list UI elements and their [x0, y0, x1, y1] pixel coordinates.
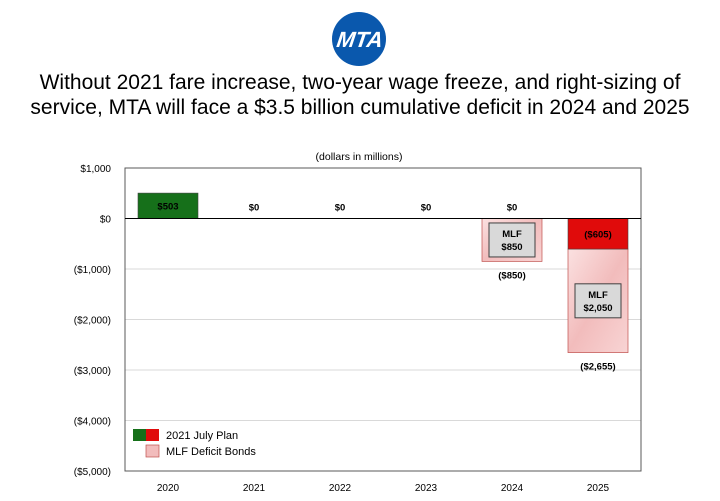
bars — [137, 192, 629, 353]
logo-text: MTA — [335, 27, 384, 52]
chart-title-line-1: Without 2021 fare increase, two-year wag… — [39, 71, 681, 94]
y-tick-label: ($3,000) — [74, 366, 111, 377]
data-labels: $503 $0 $0 $0 MLF $850 $0 ($850) MLF $2,050 ($605)… — [157, 201, 615, 372]
x-tick-label: 2022 — [329, 483, 352, 494]
logo-circle — [332, 12, 386, 66]
legend-label-plan: 2021 July Plan — [166, 430, 238, 442]
x-tick-label: 2020 — [157, 483, 180, 494]
plan-bar-label: $0 — [249, 203, 260, 214]
legend-label-bonds: MLF Deficit Bonds — [166, 446, 256, 458]
plan-bar — [137, 192, 199, 219]
legend: 2021 July Plan MLF Deficit Bonds — [133, 429, 256, 458]
mlf-bond-label: MLF — [588, 290, 608, 301]
y-tick-label: ($4,000) — [74, 417, 111, 428]
y-tick-label: ($5,000) — [74, 467, 111, 478]
y-tick-label: $1,000 — [80, 164, 111, 175]
gridlines — [125, 167, 641, 472]
chart-title: Without 2021 fare increase, two-year wag… — [0, 70, 720, 120]
mlf-bond-label-box — [488, 222, 536, 258]
mlf-bond-label: MLF — [502, 229, 522, 240]
mlf-bond-label-box — [574, 283, 622, 319]
x-tick-label: 2023 — [415, 483, 438, 494]
mlf-bond-value-label: $850 — [501, 242, 522, 253]
axes: $1,000 $0 ($1,000) ($2,000) ($3,000) ($4,000)… — [74, 164, 642, 494]
x-tick-label: 2021 — [243, 483, 266, 494]
plan-bar — [567, 218, 629, 250]
legend-swatch-bonds — [145, 444, 160, 458]
total-label: ($850) — [498, 270, 525, 281]
total-label: ($2,655) — [580, 362, 615, 373]
plot-area-border — [124, 167, 642, 472]
x-tick-label: 2025 — [587, 483, 610, 494]
y-tick-label: ($1,000) — [74, 265, 111, 276]
plan-bar-label: $0 — [507, 203, 518, 214]
mta-logo: MTA — [332, 12, 386, 66]
legend-swatch-plan-negative — [146, 429, 159, 441]
mlf-bond-value-label: $2,050 — [583, 303, 612, 314]
legend-swatch-plan-positive — [133, 429, 146, 441]
plan-bar-label: $0 — [421, 203, 432, 214]
chart-subtitle: (dollars in millions) — [316, 151, 403, 163]
plan-bar-label: ($605) — [584, 229, 611, 240]
plan-bar-label: $0 — [335, 203, 346, 214]
plan-bar-label: $503 — [157, 201, 178, 212]
chart-title-line-2: service, MTA will face a $3.5 billion cu… — [30, 96, 690, 119]
y-tick-label: $0 — [100, 215, 112, 226]
y-tick-label: ($2,000) — [74, 316, 111, 327]
x-tick-label: 2024 — [501, 483, 524, 494]
